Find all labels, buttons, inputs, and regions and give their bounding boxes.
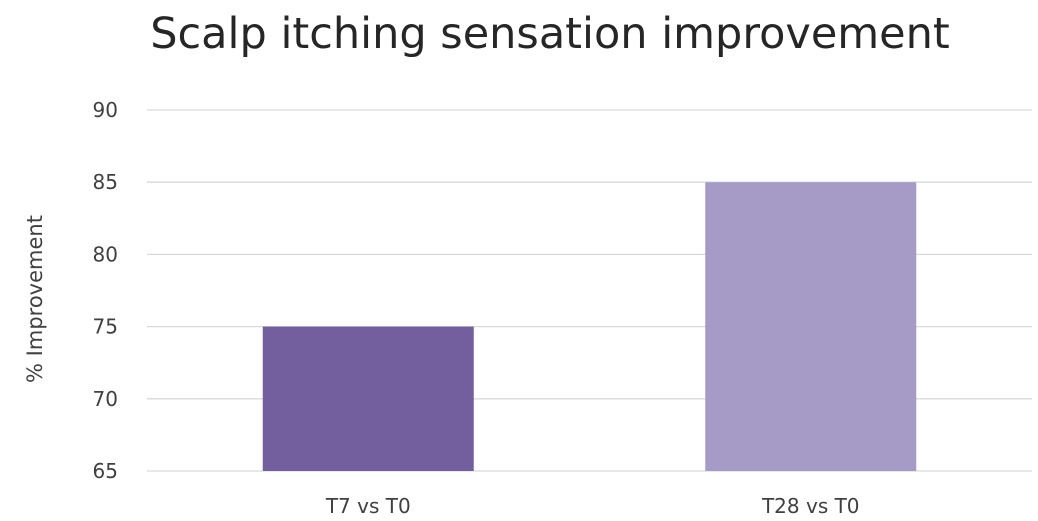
chart-title: Scalp itching sensation improvement: [150, 9, 950, 59]
y-axis-label: % Improvement: [23, 215, 47, 383]
bar-2: [705, 182, 917, 471]
y-tick-label: 85: [93, 170, 118, 194]
x-tick-label: T7 vs T0: [325, 494, 411, 518]
y-axis-ticks: 90 85 80 75 70 65: [93, 98, 118, 483]
x-axis-ticks: T7 vs T0 T28 vs T0: [325, 494, 860, 518]
y-tick-label: 65: [93, 459, 118, 483]
y-tick-label: 70: [93, 387, 118, 411]
y-tick-label: 90: [93, 98, 118, 122]
y-tick-label: 80: [93, 242, 118, 266]
bar-1: [262, 326, 474, 471]
bars: [262, 182, 917, 471]
y-tick-label: 75: [93, 315, 118, 339]
x-tick-label: T28 vs T0: [761, 494, 860, 518]
